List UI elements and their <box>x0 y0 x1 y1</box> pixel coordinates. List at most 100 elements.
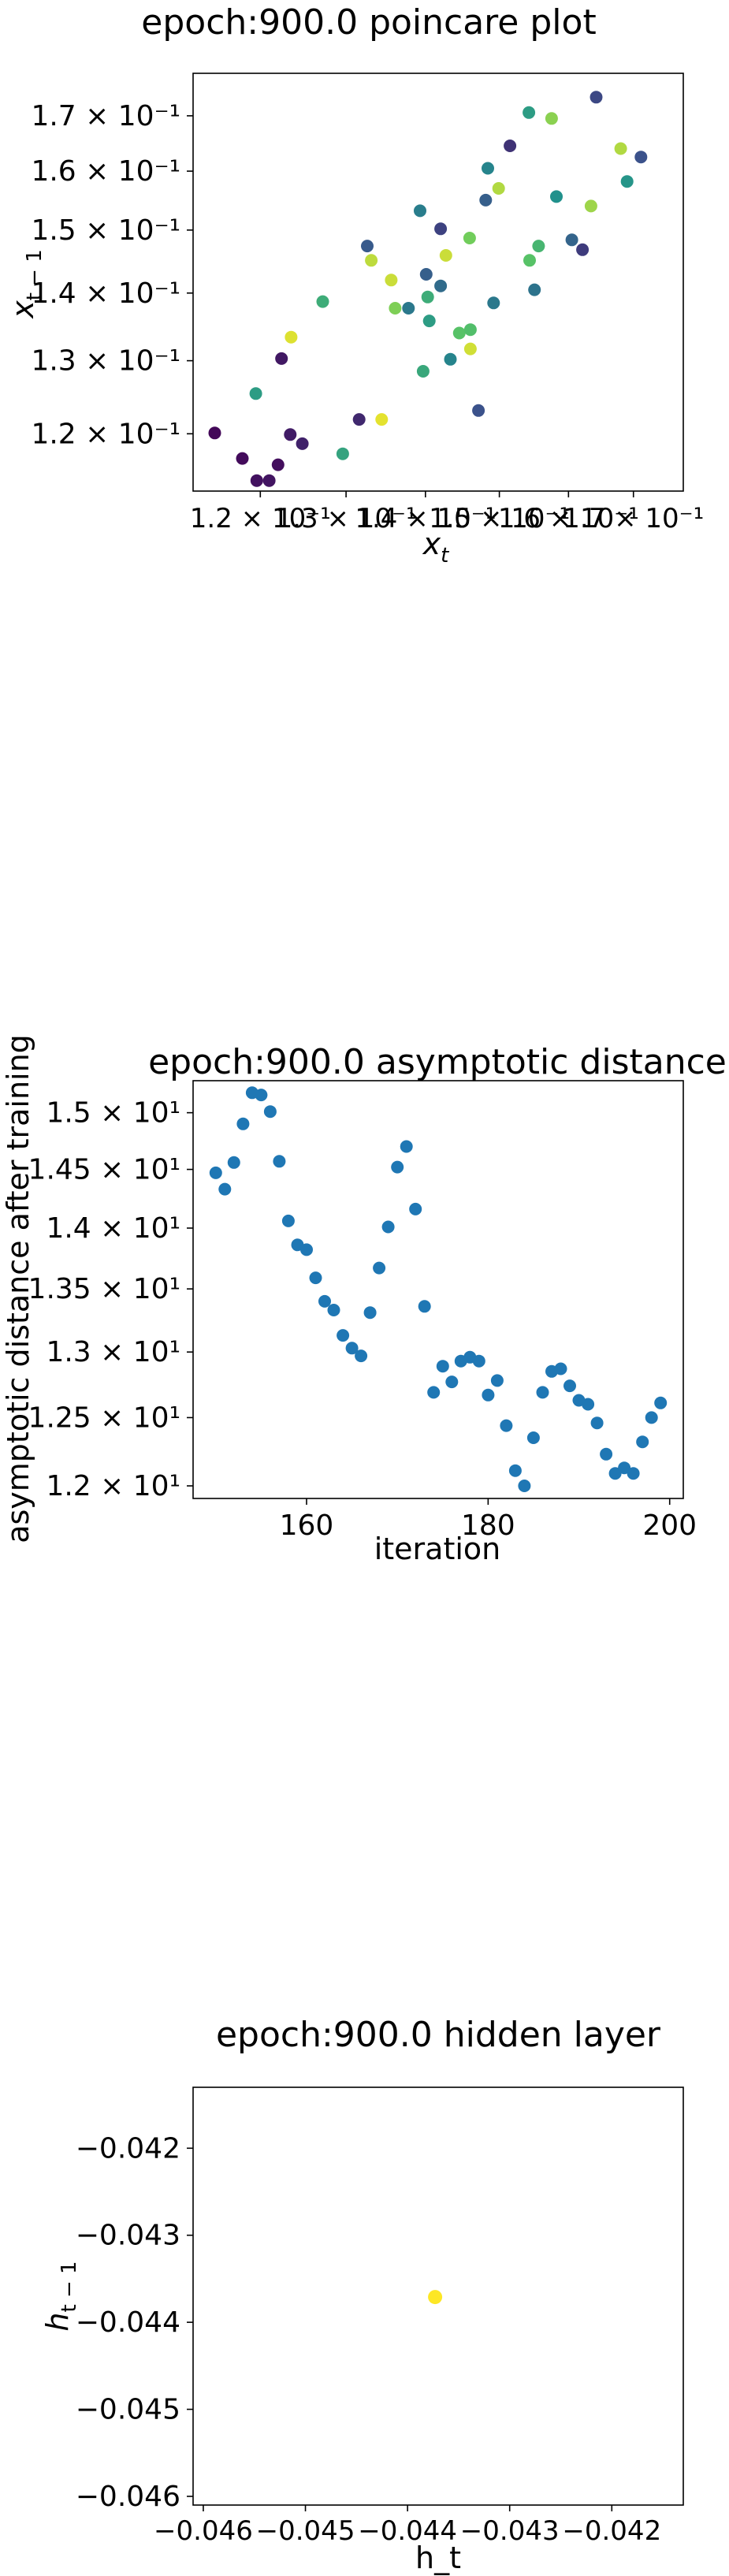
data-point <box>565 233 578 247</box>
data-point <box>445 1375 459 1389</box>
data-point <box>250 474 263 487</box>
data-point <box>414 204 426 218</box>
data-point <box>421 290 434 303</box>
data-point <box>590 91 603 104</box>
y-axis-ticks: −0.042 −0.043 −0.044 −0.045 −0.046 <box>76 2132 193 2513</box>
x-axis-ticks: 160 180 200 <box>280 1498 697 1542</box>
data-point <box>402 302 415 315</box>
data-point <box>336 447 349 460</box>
data-point <box>545 112 558 125</box>
data-point <box>316 295 329 308</box>
data-point <box>600 1447 613 1461</box>
data-point <box>608 1467 622 1480</box>
data-point <box>472 1354 485 1368</box>
data-point <box>345 1342 359 1355</box>
data-point <box>208 426 221 440</box>
y-tick-label: 1.3 × 10⁻¹ <box>31 345 180 378</box>
y-tick-label: 1.35 × 10¹ <box>28 1273 180 1305</box>
plot-frame <box>192 73 684 492</box>
data-point <box>563 1379 576 1393</box>
data-point <box>479 193 493 207</box>
y-tick-label: 1.4 × 10⁻¹ <box>31 277 180 310</box>
hidden-points <box>428 2290 443 2305</box>
data-point <box>281 1214 295 1227</box>
data-point <box>536 1386 549 1399</box>
data-point <box>654 1396 668 1409</box>
data-point <box>428 2290 443 2305</box>
y-axis-ticks: 1.2 × 10⁻¹ 1.3 × 10⁻¹ 1.4 × 10⁻¹ 1.5 × 10⁻¹… <box>31 100 193 450</box>
data-point <box>532 240 545 253</box>
data-point <box>391 1160 404 1174</box>
data-point <box>463 232 476 244</box>
data-point <box>645 1411 658 1424</box>
y-axis-label: asymptotic distance after training <box>1 1034 35 1543</box>
data-point <box>381 1220 395 1234</box>
data-point <box>584 199 597 213</box>
x-tick-label: 160 <box>280 1509 334 1542</box>
data-point <box>508 1464 522 1477</box>
x-tick-label: −0.042 <box>562 2515 661 2547</box>
data-point <box>500 1419 513 1432</box>
data-point <box>463 342 477 356</box>
data-point <box>355 1349 368 1363</box>
data-point <box>554 1362 567 1375</box>
plot-frame <box>192 2086 684 2506</box>
data-point <box>255 1089 268 1102</box>
y-tick-label: 1.25 × 10¹ <box>28 1402 180 1434</box>
data-point <box>487 296 500 310</box>
x-tick-label: 1.3 × 10⁻¹ <box>276 503 417 534</box>
poincare-chart: epoch:900.0 poincare plot 1.2 × 10⁻¹1.3 … <box>6 2 704 568</box>
y-tick-label: 1.5 × 10¹ <box>46 1097 180 1130</box>
data-point <box>614 142 627 155</box>
data-point <box>373 1261 386 1275</box>
data-point <box>273 1155 286 1168</box>
y-tick-label: 1.4 × 10¹ <box>46 1212 180 1245</box>
y-tick-label: 1.3 × 10¹ <box>46 1336 180 1368</box>
x-tick-label: −0.043 <box>460 2515 560 2547</box>
data-point <box>550 190 563 203</box>
x-axis-ticks: 1.2 × 10⁻¹1.3 × 10⁻¹1.4 × 10⁻¹1.5 × 10⁻¹… <box>190 491 704 534</box>
y-tick-label: 1.2 × 10¹ <box>46 1470 180 1502</box>
data-point <box>422 315 436 328</box>
chart-title: epoch:900.0 hidden layer <box>216 2015 661 2055</box>
data-point <box>409 1202 422 1215</box>
data-point <box>389 302 402 315</box>
asymptotic-distance-chart: epoch:900.0 asymptotic distance 1.2 × 10… <box>1 1034 727 1566</box>
data-point <box>361 240 374 253</box>
x-tick-label: 200 <box>642 1509 697 1542</box>
y-tick-label: −0.043 <box>76 2220 180 2252</box>
data-point <box>439 249 452 262</box>
data-point <box>472 404 485 417</box>
poincare-points <box>208 91 648 487</box>
x-tick-label: −0.045 <box>256 2515 355 2547</box>
data-point <box>434 222 448 236</box>
data-point <box>400 1140 413 1153</box>
x-tick-label: −0.044 <box>358 2515 457 2547</box>
data-point <box>582 1398 595 1411</box>
data-point <box>263 1105 277 1119</box>
data-point <box>627 1467 640 1480</box>
data-point <box>284 428 297 441</box>
chart-title: epoch:900.0 asymptotic distance <box>148 1042 727 1082</box>
x-tick-label: 1.2 × 10⁻¹ <box>190 503 331 534</box>
x-axis-ticks: −0.046 −0.045 −0.044 −0.043 −0.042 <box>154 2505 661 2547</box>
x-tick-label: −0.046 <box>154 2515 253 2547</box>
y-tick-label: −0.045 <box>76 2394 180 2426</box>
y-tick-label: 1.7 × 10⁻¹ <box>31 100 180 132</box>
data-point <box>482 162 494 175</box>
data-point <box>576 243 590 256</box>
data-point <box>620 175 634 188</box>
data-point <box>436 1360 449 1373</box>
y-tick-label: 1.45 × 10¹ <box>28 1154 180 1186</box>
data-point <box>236 1117 250 1130</box>
x-tick-label: 1.7 × 10⁻¹ <box>563 503 704 534</box>
y-tick-label: −0.044 <box>76 2306 180 2339</box>
x-axis-label: iteration <box>374 1532 501 1566</box>
data-point <box>309 1271 322 1285</box>
data-point <box>363 1306 377 1320</box>
hidden-layer-chart: epoch:900.0 hidden layer −0.042−0.043−0.… <box>40 2015 684 2575</box>
data-point <box>419 268 433 281</box>
distance-points <box>209 1086 668 1492</box>
data-point <box>296 437 309 450</box>
